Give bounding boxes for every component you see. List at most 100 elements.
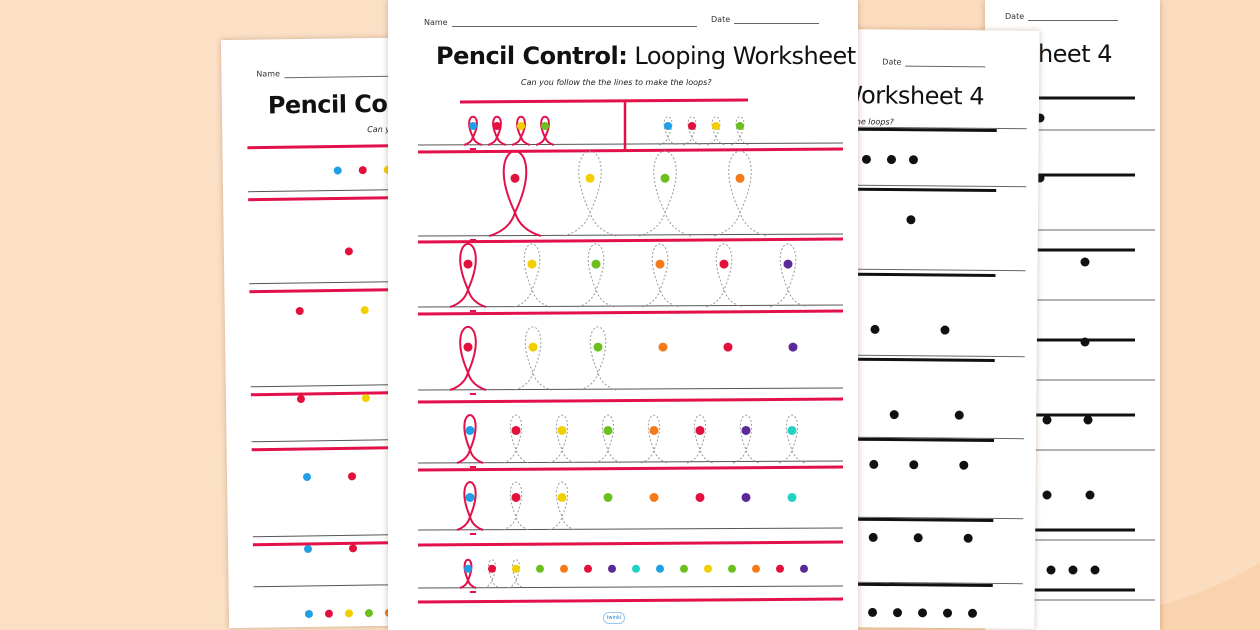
baseline [854, 436, 1025, 440]
color-dot [658, 342, 668, 352]
dashed-loop [483, 559, 501, 589]
color-dot [304, 609, 313, 618]
dashed-loop [713, 150, 767, 237]
color-dot [649, 425, 659, 435]
start-marker [470, 533, 476, 535]
color-dot [333, 166, 342, 175]
color-dot [517, 122, 525, 130]
baseline [855, 268, 1026, 272]
dashed-loop [658, 116, 678, 146]
color-dot [906, 215, 916, 225]
color-dot [603, 425, 613, 435]
color-dot [632, 564, 640, 573]
dashed-loop [502, 414, 530, 464]
red-separator-line [417, 237, 844, 244]
color-dot [608, 564, 616, 573]
color-dot [918, 608, 928, 618]
color-dot [511, 492, 521, 502]
traced-loop [456, 414, 484, 464]
color-dot [868, 532, 878, 542]
color-dot [788, 342, 798, 352]
dashed-loop [563, 150, 617, 237]
color-dot [940, 325, 950, 335]
color-dot [557, 425, 567, 435]
traced-loop [488, 150, 542, 237]
dashed-loop [513, 243, 551, 308]
color-dot [469, 122, 477, 130]
color-dot [712, 122, 720, 130]
color-dot [541, 122, 549, 130]
baseline [856, 184, 1027, 188]
dashed-loop [682, 116, 702, 146]
color-dot [557, 492, 567, 502]
color-dot [1080, 337, 1090, 347]
footer-logo: twinkl [603, 612, 625, 624]
color-dot [664, 122, 672, 130]
baseline [853, 516, 1024, 520]
color-dot [656, 564, 664, 573]
color-dot [344, 247, 353, 256]
color-dot [776, 564, 784, 573]
color-dot [536, 564, 544, 573]
color-dot [889, 410, 899, 420]
traced-loop [463, 115, 483, 146]
start-marker [470, 239, 476, 241]
separator-line [856, 127, 997, 132]
color-dot [680, 564, 688, 573]
dashed-loop [594, 414, 622, 464]
color-dot [959, 460, 969, 470]
color-dot [943, 608, 953, 618]
color-dot [344, 609, 353, 618]
color-dot [527, 259, 537, 269]
traced-loop [487, 115, 507, 146]
start-marker [470, 591, 476, 593]
color-dot [909, 460, 919, 470]
color-dot [295, 307, 304, 316]
color-dot [361, 394, 370, 403]
worksheet-page-back-middle: Date Pencil Control: Looping Worksheet 4… [842, 29, 1040, 629]
color-dot [870, 324, 880, 334]
color-dot [593, 342, 603, 352]
color-dot [304, 544, 313, 553]
color-dot [868, 607, 878, 617]
start-marker [470, 466, 476, 468]
dashed-loop [640, 414, 668, 464]
color-dot [512, 564, 520, 573]
color-dot [349, 544, 358, 553]
color-dot [296, 395, 305, 404]
red-top-line [459, 98, 749, 104]
separator-line [854, 357, 995, 362]
dashed-loop [778, 414, 806, 464]
color-dot [463, 259, 473, 269]
color-dot [464, 564, 472, 573]
color-dot [463, 342, 473, 352]
color-dot [560, 564, 568, 573]
looping-exercises [417, 98, 844, 604]
red-separator-line [417, 309, 844, 316]
color-dot [528, 342, 538, 352]
color-dot [649, 492, 659, 502]
worksheet-page-front: Name Date Pencil Control: Looping Worksh… [388, 0, 858, 630]
color-dot [1042, 490, 1052, 500]
baseline [417, 527, 844, 531]
color-dot [584, 564, 592, 573]
dashed-loop [705, 243, 743, 308]
color-dot [1085, 490, 1095, 500]
color-dot [736, 122, 744, 130]
traced-loop [449, 242, 487, 308]
name-label: Name [424, 18, 448, 27]
separator-line [854, 437, 995, 442]
color-dot [787, 492, 797, 502]
color-dot [735, 173, 745, 183]
color-dot [1068, 565, 1078, 575]
color-dot [303, 472, 312, 481]
baseline [856, 126, 1027, 130]
dashed-loop [548, 481, 576, 531]
color-dot [493, 122, 501, 130]
traced-loop [459, 558, 477, 589]
dashed-loop [641, 243, 679, 308]
dashed-loop [579, 326, 617, 391]
color-dot [954, 410, 964, 420]
dashed-loop [730, 116, 750, 146]
color-dot [800, 564, 808, 573]
